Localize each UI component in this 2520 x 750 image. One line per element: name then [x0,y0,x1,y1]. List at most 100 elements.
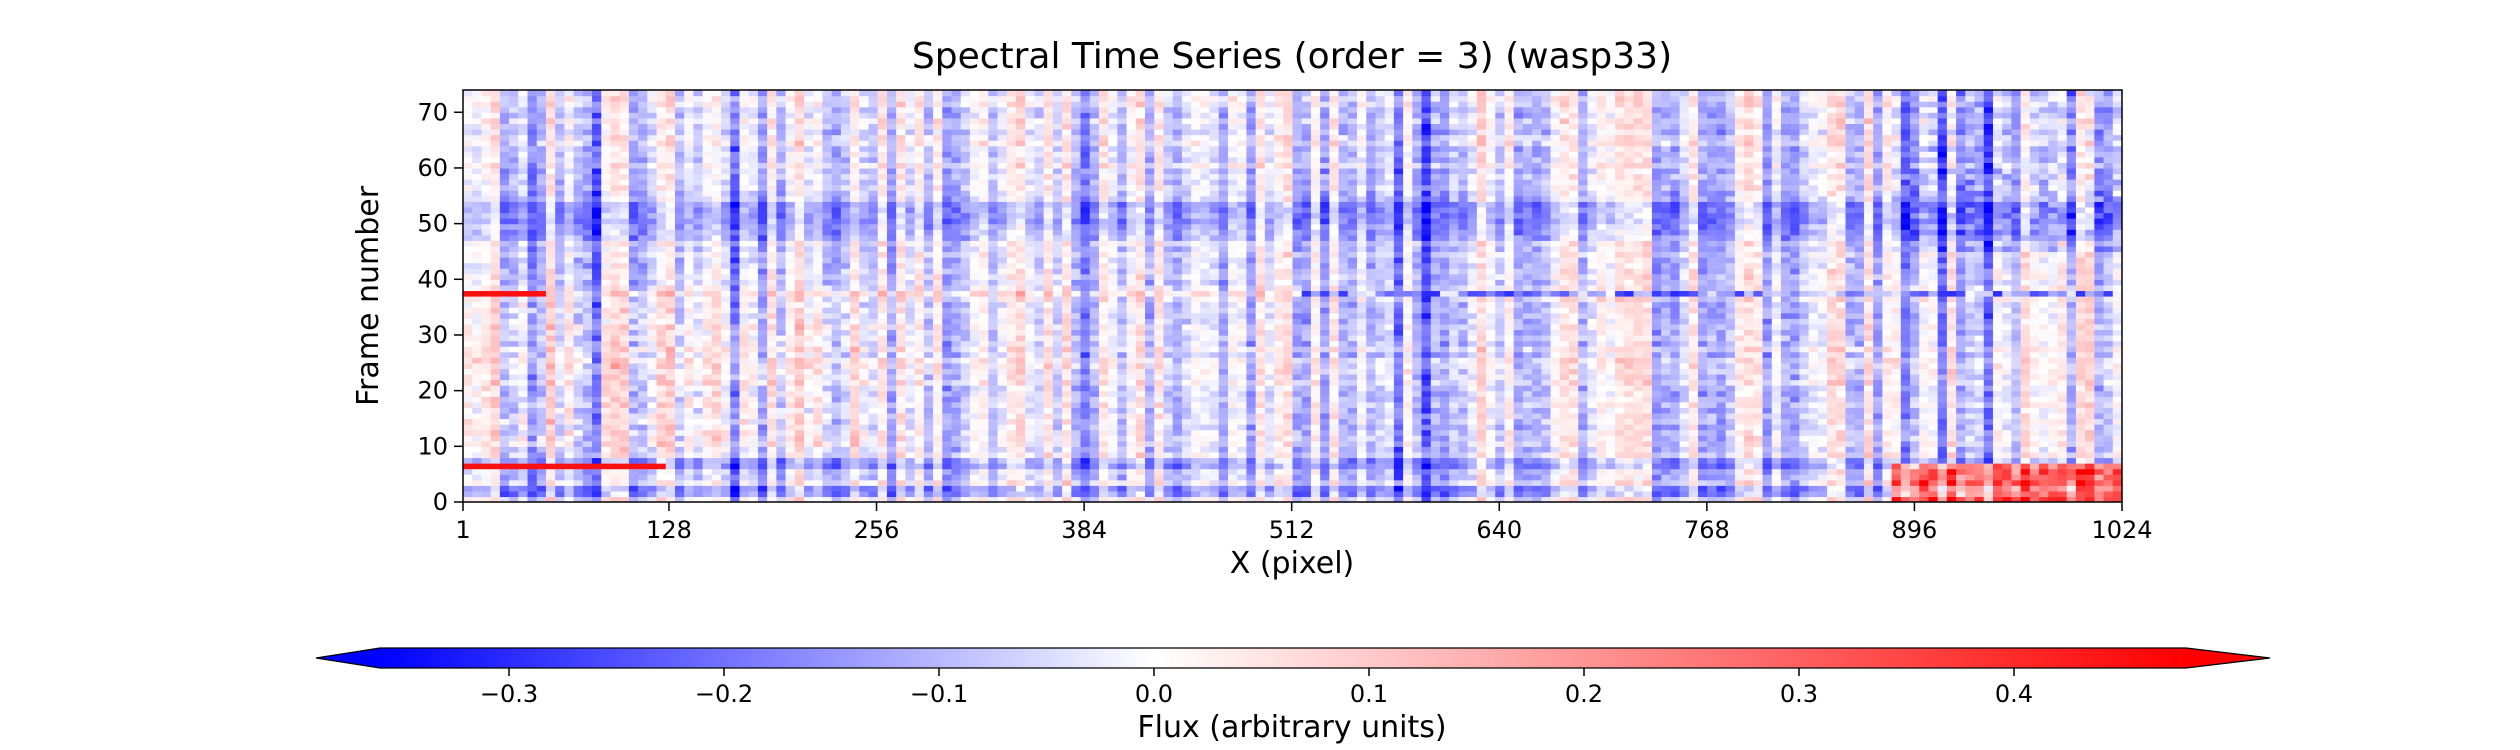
heatmap-cell [1587,357,1598,364]
heatmap-cell [536,463,547,470]
heatmap-cell [1744,385,1754,392]
heatmap-cell [969,396,980,403]
heatmap-cell [1283,463,1294,470]
heatmap-cell [601,396,612,403]
heatmap-cell [1633,435,1644,442]
heatmap-cell [951,351,962,358]
heatmap-cell [1135,418,1146,425]
heatmap-cell [1633,485,1644,492]
heatmap-cell [1817,429,1828,436]
heatmap-cell [1882,435,1893,442]
heatmap-cell [2057,424,2068,431]
heatmap-cell [951,451,962,459]
heatmap-cell [997,412,1008,420]
heatmap-cell [721,407,731,414]
heatmap-cell [1237,373,1248,381]
heatmap-cell [463,429,473,436]
heatmap-cell [1246,351,1257,358]
heatmap-cell [905,451,916,459]
heatmap-cell [1596,418,1607,425]
heatmap-cell [1716,474,1727,481]
heatmap-cell [527,401,538,408]
heatmap-cell [702,457,713,464]
heatmap-cell [1854,474,1865,481]
heatmap-cell [601,346,612,353]
heatmap-cell [804,496,814,502]
heatmap-cell [1227,396,1238,403]
heatmap-cell [1034,407,1045,414]
heatmap-cell [1780,362,1791,369]
heatmap-cell [1292,463,1303,470]
heatmap-cell [518,474,529,481]
heatmap-cell [905,485,916,492]
heatmap-cell [1688,424,1699,431]
heatmap-cell [2085,457,2095,464]
heatmap-cell [1799,468,1810,475]
heatmap-cell [1642,351,1653,358]
heatmap-cell [619,368,630,375]
heatmap-cell [1827,385,1837,392]
heatmap-cell [1615,362,1625,369]
heatmap-cell [1467,479,1478,486]
heatmap-cell [1900,496,1911,502]
heatmap-cell [1891,418,1902,425]
heatmap-cell [1983,385,1994,392]
heatmap-cell [1329,379,1340,386]
heatmap-cell [1956,368,1966,375]
heatmap-cell [628,390,639,397]
heatmap-cell [1071,474,1082,481]
heatmap-cell [1052,368,1063,375]
heatmap-cell [1642,362,1653,369]
heatmap-cell [1181,451,1192,459]
heatmap-cell [1799,418,1810,425]
heatmap-cell [923,385,934,392]
heatmap-cell [1827,362,1837,369]
heatmap-cell [767,474,777,481]
heatmap-cell [1467,396,1478,403]
heatmap-cell [1209,446,1220,453]
heatmap-cell [2085,379,2095,386]
heatmap-cell [1983,446,1994,453]
heatmap-cell [997,346,1008,353]
heatmap-cell [1089,440,1100,447]
heatmap-cell [1264,457,1275,464]
heatmap-cell [1071,396,1082,403]
heatmap-cell [1836,424,1847,431]
heatmap-cell [1698,407,1708,414]
heatmap-cell [684,412,695,420]
heatmap-cell [499,474,510,481]
heatmap-cell [1384,490,1395,498]
heatmap-cell [1771,446,1782,453]
heatmap-cell [988,351,999,358]
heatmap-cell [1808,385,1819,392]
heatmap-cell [1679,385,1690,392]
heatmap-cell [840,390,851,397]
heatmap-cell [472,379,483,386]
heatmap-cell [1780,351,1791,358]
heatmap-cell [527,435,538,442]
heatmap-cell [1698,446,1708,453]
heatmap-cell [1255,412,1266,420]
heatmap-cell [2057,446,2068,453]
heatmap-cell [1366,362,1377,369]
heatmap-cell [1513,379,1524,386]
heatmap-cell [1845,479,1856,486]
heatmap-cell [1108,385,1118,392]
heatmap-cell [536,351,547,358]
heatmap-cell [951,418,962,425]
heatmap-cell [684,418,695,425]
heatmap-cell [1384,468,1395,475]
heatmap-cell [1181,496,1192,502]
heatmap-cell [1071,368,1082,375]
heatmap-cell [1734,351,1745,358]
heatmap-cell [1292,379,1303,386]
heatmap-cell [923,390,934,397]
heatmap-cell [905,390,916,397]
heatmap-cell [1596,373,1607,381]
heatmap-cell [868,468,879,475]
heatmap-cell [481,418,492,425]
heatmap-cell [693,440,704,447]
heatmap-cell [767,468,777,475]
heatmap-cell [2057,418,2068,425]
heatmap-cell [767,412,777,420]
